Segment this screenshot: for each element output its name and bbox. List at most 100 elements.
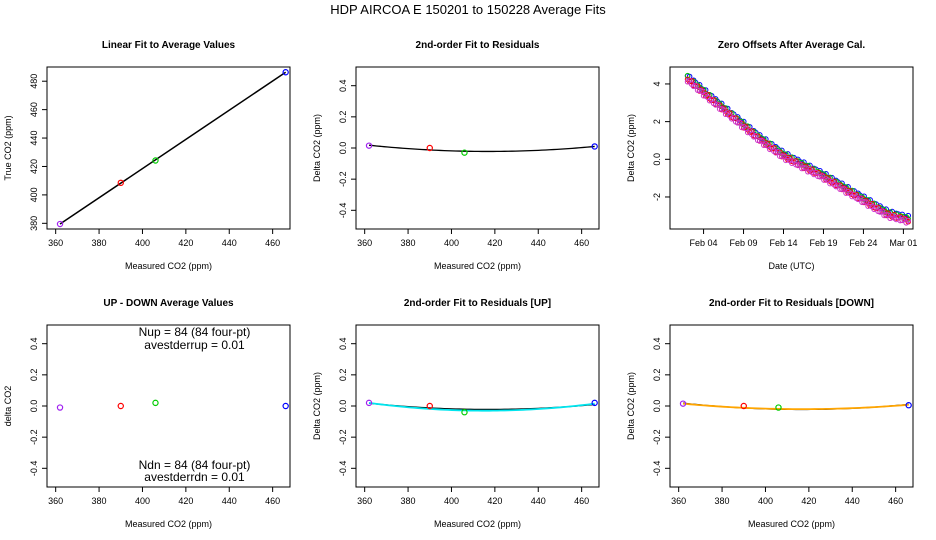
offset-point xyxy=(758,137,765,144)
x-tick-label: 420 xyxy=(178,496,193,506)
annot-nup: Nup = 84 (84 four-pt) xyxy=(139,325,251,339)
data-point xyxy=(117,402,124,410)
x-tick-label: 420 xyxy=(487,238,502,248)
x-tick-label: 440 xyxy=(531,496,546,506)
fit-line xyxy=(59,71,287,225)
y-tick-label: -0.4 xyxy=(338,203,348,219)
data-point xyxy=(426,402,433,410)
y-tick-label: 480 xyxy=(29,74,39,89)
data-point xyxy=(117,179,124,187)
y-tick-label: 380 xyxy=(29,216,39,231)
chart-panel-1: Linear Fit to Average Values Measured CO2… xyxy=(3,40,291,271)
offset-point xyxy=(837,186,843,192)
offset-series-purple xyxy=(684,77,912,226)
data-point xyxy=(56,404,64,411)
plot-frame xyxy=(669,66,914,230)
annot-ndn: Ndn = 84 (84 four-pt) xyxy=(139,458,251,472)
x-tick-label: 460 xyxy=(888,496,903,506)
x-tick-label: 440 xyxy=(222,496,237,506)
offset-point xyxy=(756,137,763,144)
x-tick-label: 400 xyxy=(444,496,459,506)
y-axis-label: Delta CO2 (ppm) xyxy=(626,114,636,182)
x-tick-label: Feb 19 xyxy=(809,238,837,248)
x-tick-label: Mar 01 xyxy=(889,238,917,248)
panel-title: 2nd-order Fit to Residuals [UP] xyxy=(404,298,551,309)
offset-point xyxy=(692,82,699,89)
data-point xyxy=(152,399,159,407)
x-tick-label: 460 xyxy=(265,238,280,248)
offset-point xyxy=(752,132,759,139)
y-tick-label: 0.0 xyxy=(652,400,662,413)
data-point xyxy=(461,409,468,416)
y-tick-label: 0.2 xyxy=(338,369,348,382)
y-axis-label: Delta CO2 (ppm) xyxy=(312,372,322,440)
data-point xyxy=(365,399,373,407)
x-tick-label: 360 xyxy=(48,238,63,248)
x-tick-label: 440 xyxy=(222,238,237,248)
data-point xyxy=(461,149,468,156)
y-tick-label: 0.0 xyxy=(338,142,348,155)
x-axis-label: Measured CO2 (ppm) xyxy=(434,519,521,529)
y-tick-label: -2 xyxy=(652,193,662,201)
data-point xyxy=(775,404,782,411)
data-point xyxy=(365,142,373,149)
y-tick-label: -0.2 xyxy=(652,429,662,445)
x-tick-label: 380 xyxy=(92,496,107,506)
data-point xyxy=(426,144,433,152)
x-axis-label: Measured CO2 (ppm) xyxy=(434,261,521,271)
data-point xyxy=(282,69,289,76)
data-point xyxy=(282,402,289,410)
x-tick-label: 440 xyxy=(531,238,546,248)
y-tick-label: -0.4 xyxy=(338,461,348,477)
y-tick-label: 2 xyxy=(652,119,662,124)
y-tick-label: -0.4 xyxy=(29,461,39,477)
offset-point xyxy=(777,153,783,159)
y-tick-label: 400 xyxy=(29,187,39,202)
offset-point xyxy=(736,119,743,126)
data-point xyxy=(591,143,598,150)
data-point xyxy=(679,400,687,407)
x-tick-label: 400 xyxy=(135,238,150,248)
x-tick-label: 460 xyxy=(574,238,589,248)
offset-point xyxy=(684,72,691,79)
plot-frame xyxy=(46,66,291,230)
panel-title: Zero Offsets After Average Cal. xyxy=(718,40,865,51)
offset-point xyxy=(730,114,737,121)
x-tick-label: 360 xyxy=(48,496,63,506)
y-tick-label: -0.2 xyxy=(29,429,39,445)
chart-panel-5: 2nd-order Fit to Residuals [UP] Measured … xyxy=(312,298,600,529)
panel-title: Linear Fit to Average Values xyxy=(102,40,236,51)
panel-title: 2nd-order Fit to Residuals xyxy=(416,40,540,51)
y-tick-label: 0.4 xyxy=(338,337,348,350)
offset-point xyxy=(720,107,727,113)
chart-panel-6: 2nd-order Fit to Residuals [DOWN] Measure… xyxy=(626,298,914,529)
x-tick-label: 380 xyxy=(401,238,416,248)
offset-point xyxy=(775,148,781,155)
chart-panel-4: UP - DOWN Average Values Measured CO2 (pp… xyxy=(3,298,291,529)
annot-avestderrup: avestderrup = 0.01 xyxy=(144,338,245,352)
offset-series-blue xyxy=(684,73,912,221)
y-tick-label: -0.4 xyxy=(652,461,662,477)
offset-series-green xyxy=(684,72,912,223)
y-tick-label: -0.2 xyxy=(338,171,348,187)
annot-avestderrdn: avestderrdn = 0.01 xyxy=(144,470,245,484)
y-axis-label: True CO2 (ppm) xyxy=(3,115,13,180)
y-tick-label: 0.2 xyxy=(338,111,348,124)
x-tick-label: 400 xyxy=(758,496,773,506)
y-axis-label: Delta CO2 (ppm) xyxy=(312,114,322,182)
x-tick-label: 440 xyxy=(845,496,860,506)
panels-group: Linear Fit to Average Values Measured CO2… xyxy=(3,40,917,529)
data-point xyxy=(740,402,747,410)
x-axis-label: Measured CO2 (ppm) xyxy=(125,519,212,529)
offset-point xyxy=(839,186,845,192)
offset-point xyxy=(714,101,721,108)
x-tick-label: 360 xyxy=(357,238,372,248)
offset-point xyxy=(734,120,741,126)
x-tick-label: 420 xyxy=(487,496,502,506)
x-tick-label: 420 xyxy=(178,238,193,248)
fit-curve-2 xyxy=(682,402,909,411)
x-tick-label: Feb 14 xyxy=(769,238,797,248)
data-point xyxy=(591,399,598,407)
x-tick-label: 420 xyxy=(801,496,816,506)
y-tick-label: 0.4 xyxy=(338,79,348,92)
